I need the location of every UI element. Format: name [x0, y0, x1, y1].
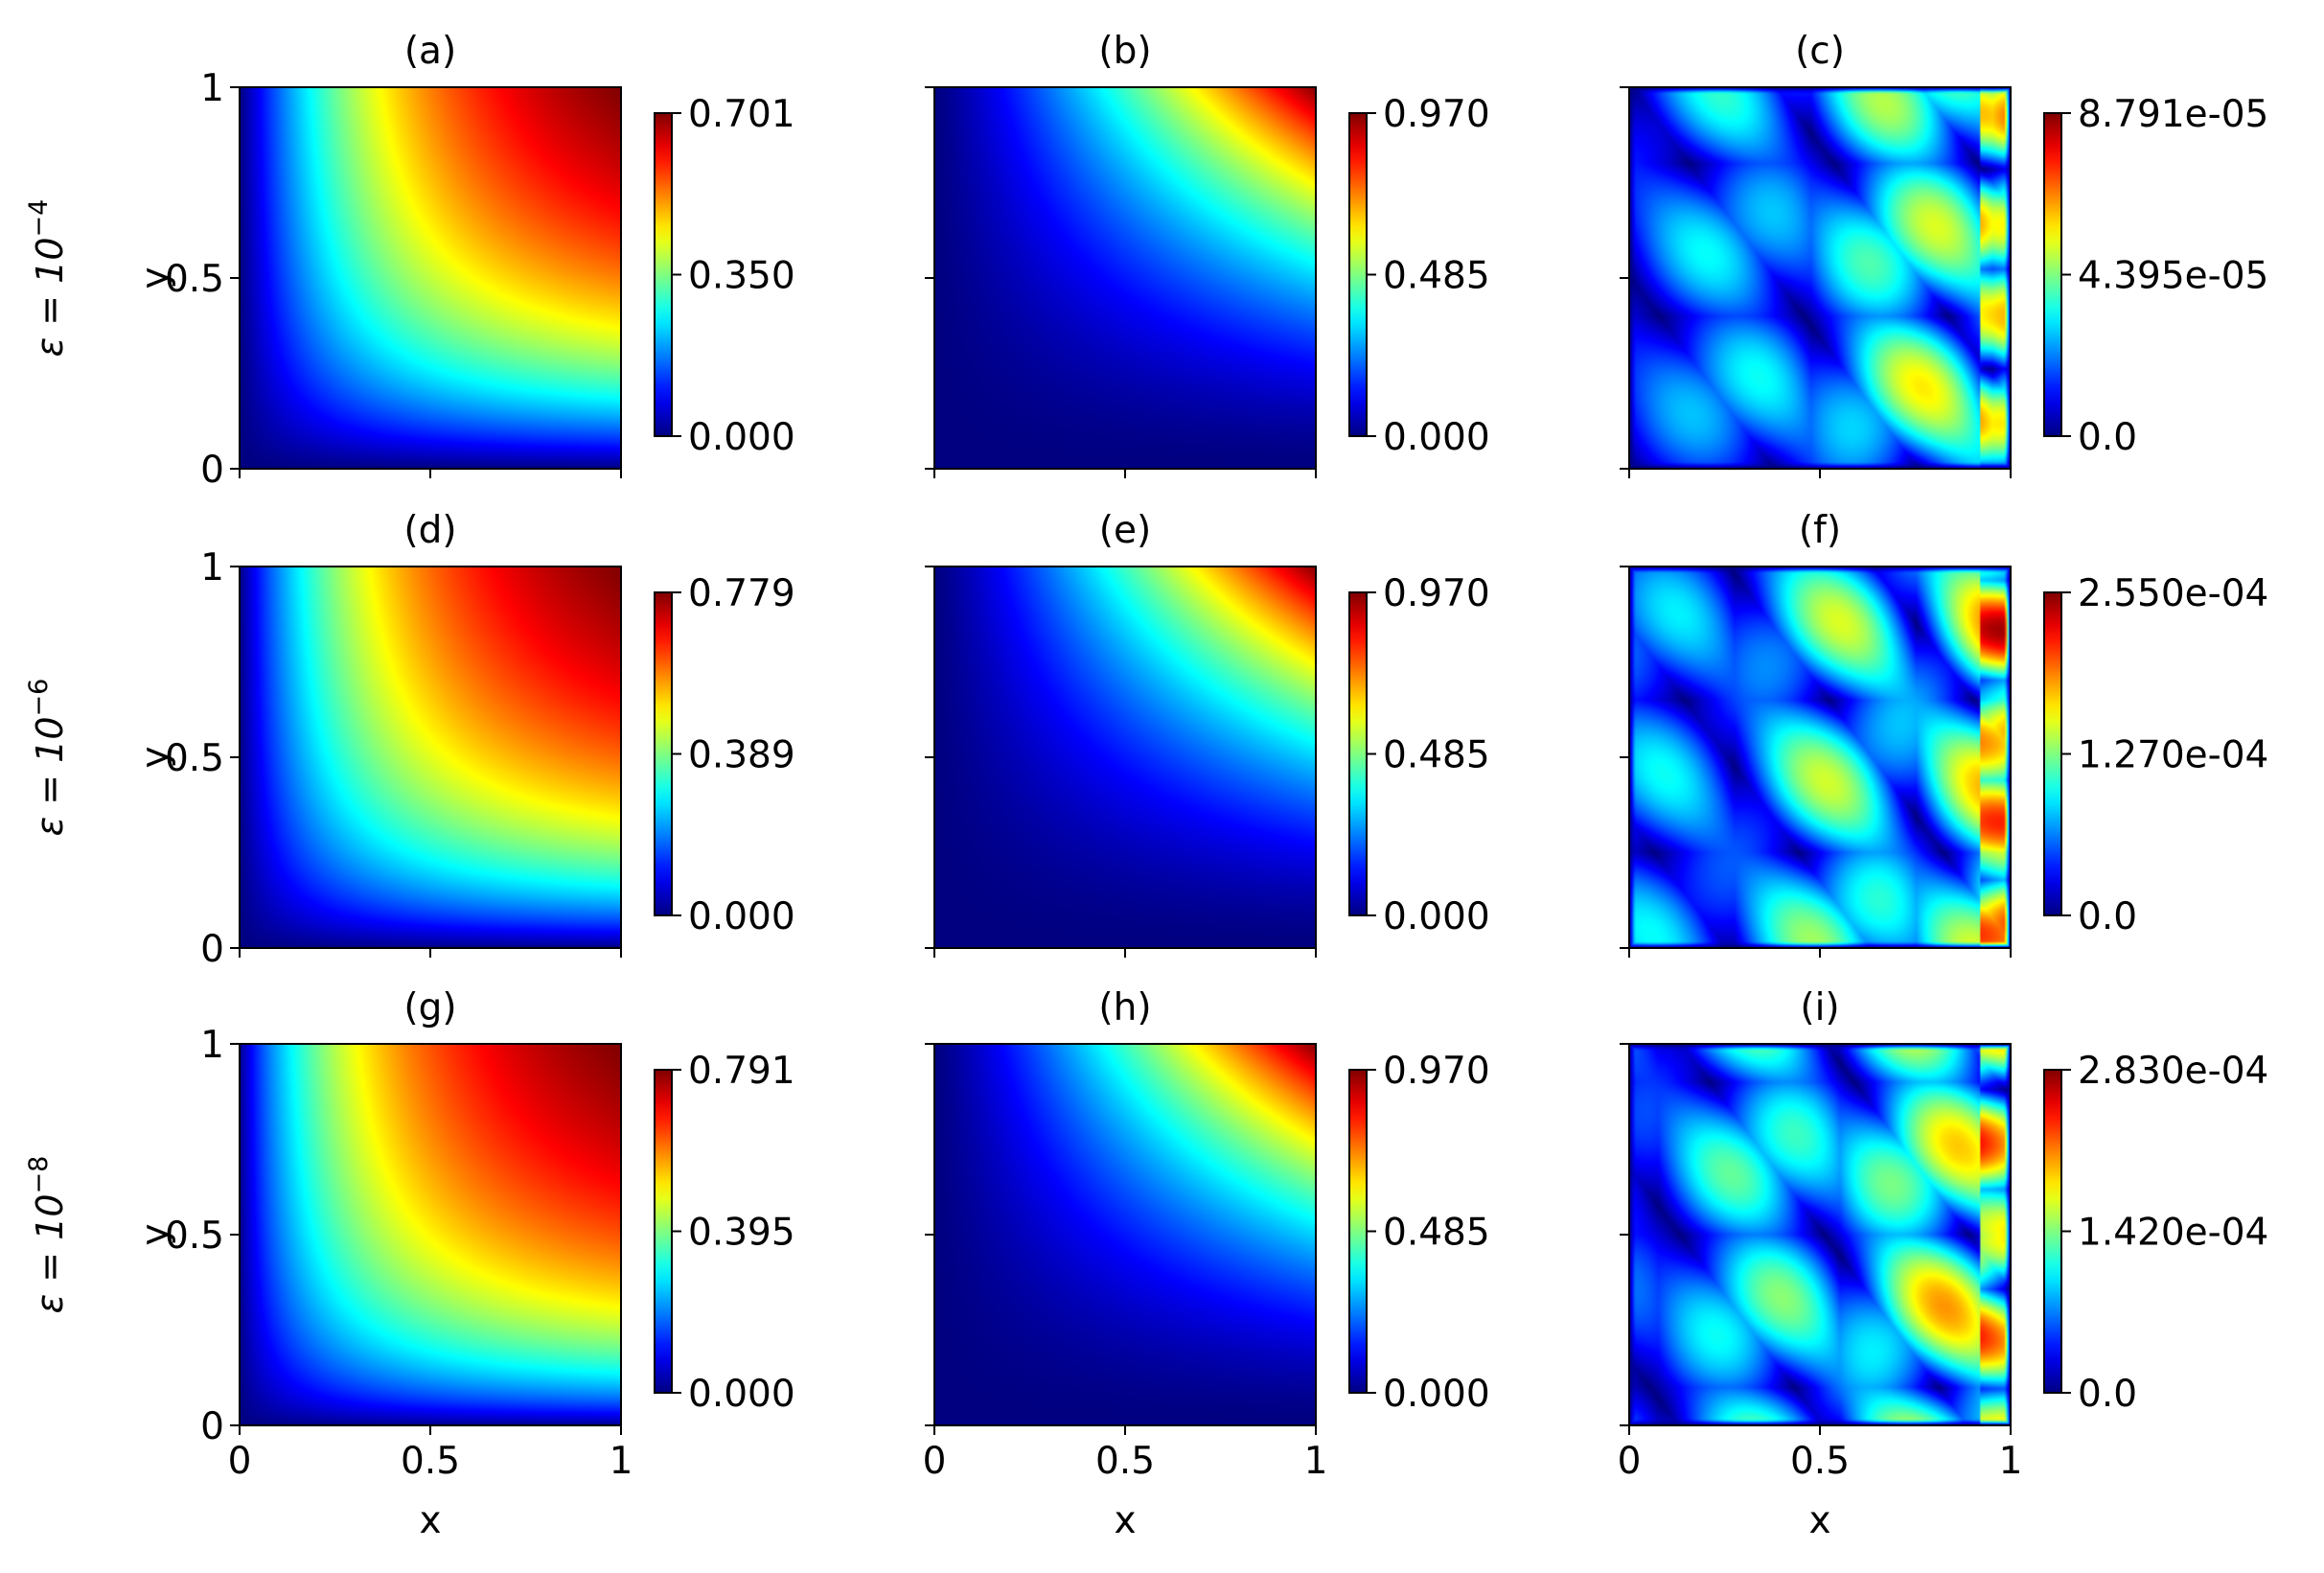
- x-axis-label: x: [1114, 1499, 1136, 1542]
- panels-layer: (a)00.51y0.0000.3500.701(b)0.0000.4850.9…: [134, 30, 2268, 1542]
- colorbar-tick-label: 0.0: [2078, 895, 2137, 938]
- panel-title: (b): [1098, 30, 1151, 73]
- colorbar-tick-label: 2.830e-04: [2078, 1050, 2268, 1093]
- y-tick-label: 0.5: [165, 737, 224, 780]
- x-tick-label: 0: [1618, 1440, 1642, 1483]
- y-tick-label: 0: [200, 928, 224, 971]
- heatmap-image: [934, 1044, 1316, 1425]
- colorbar-tick-label: 0.000: [1383, 1373, 1490, 1416]
- colorbar-tick-label: 0.485: [1383, 1212, 1490, 1255]
- colorbar-tick-label: 0.485: [1383, 734, 1490, 777]
- heatmap-image: [1629, 1044, 2011, 1425]
- x-tick-label: 1: [1999, 1440, 2023, 1483]
- row-label-epsilon: ε = 10−8: [24, 1156, 71, 1314]
- subplot-b: (b) 0.000 0.485 0.970: [925, 30, 1490, 478]
- x-axis-label: x: [419, 1499, 441, 1542]
- colorbar-tick-label: 0.000: [688, 1373, 795, 1416]
- panel-title: (i): [1800, 986, 1839, 1029]
- heatmap-image: [240, 87, 621, 469]
- y-tick-label: 0: [200, 449, 224, 492]
- x-tick-label: 0.5: [401, 1440, 460, 1483]
- subplot-f: (f) 0.0 1.270e-04 2.550e-04: [1620, 509, 2268, 958]
- colorbar: [655, 592, 672, 915]
- heatmap-image: [934, 567, 1316, 948]
- y-axis-label: y: [134, 266, 177, 289]
- x-tick-label: 0.5: [1790, 1440, 1850, 1483]
- row-labels-layer: ε = 10−4 ε = 10−6 ε = 10−8: [24, 199, 71, 1314]
- colorbar: [1349, 1070, 1367, 1393]
- x-tick-label: 0: [923, 1440, 947, 1483]
- colorbar-tick-label: 0.970: [1383, 1050, 1490, 1093]
- colorbar-tick-label: 0.0: [2078, 416, 2137, 459]
- colorbar: [655, 1070, 672, 1393]
- subplot-e: (e) 0.000 0.485 0.970: [925, 509, 1490, 958]
- colorbar: [1349, 592, 1367, 915]
- y-axis-label: y: [134, 746, 177, 768]
- panel-title: (d): [403, 509, 456, 552]
- colorbar-tick-label: 4.395e-05: [2078, 255, 2268, 298]
- subplot-c: (c) 0.0 4.395e-05 8.791e-05: [1620, 30, 2268, 478]
- x-axis-label: x: [1808, 1499, 1830, 1542]
- colorbar-tick-label: 2.550e-04: [2078, 572, 2268, 615]
- colorbar-tick-label: 8.791e-05: [2078, 93, 2268, 136]
- subplot-i: (i) 0 0.5 1 x 0.0 1.420e-04 2.830e-04: [1618, 986, 2269, 1542]
- colorbar-tick-label: 0.970: [1383, 572, 1490, 615]
- colorbar-tick-label: 0.395: [688, 1212, 795, 1255]
- panel-title: (g): [403, 986, 456, 1029]
- panel-title: (a): [404, 30, 456, 73]
- colorbar: [2044, 113, 2061, 436]
- row-label-epsilon: ε = 10−6: [24, 679, 71, 837]
- panel-title: (e): [1099, 509, 1151, 552]
- heatmap-image: [934, 87, 1316, 469]
- colorbar-tick-label: 0.701: [688, 93, 795, 136]
- colorbar-tick-label: 0.970: [1383, 93, 1490, 136]
- colorbar-tick-label: 0.779: [688, 572, 795, 615]
- x-tick-label: 1: [610, 1440, 633, 1483]
- y-tick-label: 0.5: [165, 1214, 224, 1258]
- panel-title: (f): [1799, 509, 1841, 552]
- heatmap-image: [240, 1044, 621, 1425]
- x-tick-label: 0.5: [1095, 1440, 1155, 1483]
- colorbar: [2044, 1070, 2061, 1393]
- y-tick-label: 0.5: [165, 258, 224, 301]
- y-tick-label: 1: [200, 67, 224, 110]
- colorbar: [655, 113, 672, 436]
- colorbar-tick-label: 0.389: [688, 734, 795, 777]
- colorbar-tick-label: 0.000: [688, 416, 795, 459]
- colorbar-tick-label: 0.791: [688, 1050, 795, 1093]
- colorbar-tick-label: 0.000: [1383, 416, 1490, 459]
- x-tick-label: 0: [228, 1440, 252, 1483]
- colorbar: [1349, 113, 1367, 436]
- panel-title: (c): [1795, 30, 1845, 73]
- panel-title: (h): [1098, 986, 1151, 1029]
- y-tick-label: 0: [200, 1405, 224, 1448]
- y-axis-label: y: [134, 1223, 177, 1245]
- colorbar-tick-label: 0.0: [2078, 1373, 2137, 1416]
- y-tick-label: 1: [200, 546, 224, 590]
- colorbar-tick-label: 0.000: [688, 895, 795, 938]
- colorbar-tick-label: 0.350: [688, 255, 795, 298]
- y-tick-label: 1: [200, 1024, 224, 1067]
- heatmap-image: [240, 567, 621, 948]
- colorbar-tick-label: 0.000: [1383, 895, 1490, 938]
- row-label-epsilon: ε = 10−4: [24, 199, 71, 358]
- subplot-h: (h) 0 0.5 1 x 0.000 0.485 0.970: [923, 986, 1490, 1542]
- heatmap-image: [1629, 567, 2011, 948]
- heatmap-image: [1629, 87, 2011, 469]
- colorbar-tick-label: 0.485: [1383, 255, 1490, 298]
- subplot-a: (a) 0 0.5 1 y 0.000 0.350 0.701: [134, 30, 795, 492]
- x-tick-label: 1: [1304, 1440, 1328, 1483]
- colorbar-tick-label: 1.420e-04: [2078, 1212, 2268, 1255]
- subplot-g: (g) 0 0.5 1 0 0.5 1 x y 0.000 0.395 0.791: [134, 986, 795, 1542]
- colorbar: [2044, 592, 2061, 915]
- colorbar-tick-label: 1.270e-04: [2078, 734, 2268, 777]
- subplot-d: (d) 0 0.5 1 y 0.000 0.389 0.779: [134, 509, 795, 971]
